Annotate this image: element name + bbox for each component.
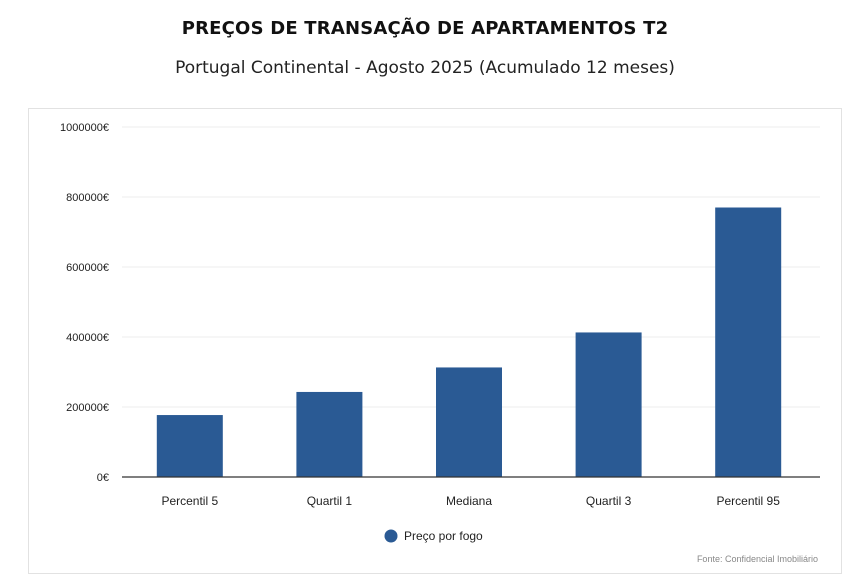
x-tick-label: Quartil 1: [307, 494, 353, 508]
bar-chart: 0€ 200000€ 400000€ 600000€ 800000€ 1000000€ Pe…: [0, 0, 850, 579]
y-tick-label: 600000€: [66, 262, 109, 274]
bar: [296, 392, 362, 477]
bar: [157, 415, 223, 477]
x-tick-label: Percentil 95: [717, 494, 781, 508]
y-tick-label: 800000€: [66, 192, 109, 204]
y-tick-label: 400000€: [66, 332, 109, 344]
x-tick-label: Quartil 3: [586, 494, 632, 508]
legend-marker: [385, 530, 398, 543]
bar: [576, 332, 642, 477]
y-tick-label: 1000000€: [60, 122, 109, 134]
bar: [436, 367, 502, 477]
legend-label: Preço por fogo: [404, 529, 483, 543]
bar: [715, 208, 781, 478]
y-tick-label: 0€: [97, 472, 109, 484]
x-tick-label: Mediana: [446, 494, 492, 508]
y-tick-label: 200000€: [66, 402, 109, 414]
x-tick-label: Percentil 5: [161, 494, 218, 508]
source-note: Fonte: Confidencial Imobiliário: [697, 554, 818, 564]
